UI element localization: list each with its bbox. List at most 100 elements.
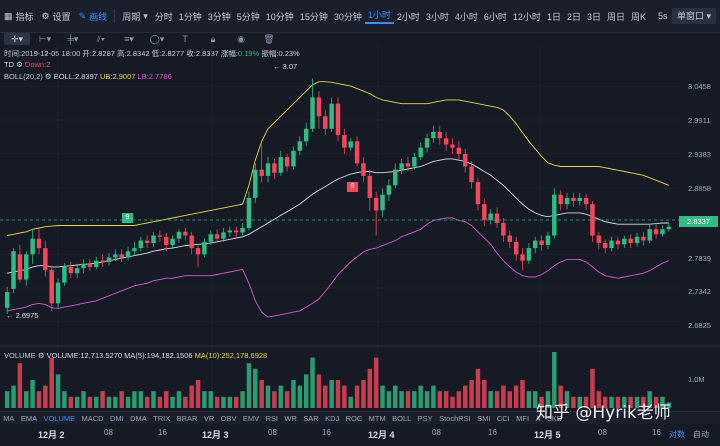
price-tick-label: 3.0458 — [688, 82, 711, 91]
indicator-tab[interactable]: VR — [203, 414, 215, 423]
indicator-tab[interactable]: OBV — [220, 414, 237, 423]
candle-body — [641, 236, 646, 241]
crosshair-icon[interactable]: ✛▾ — [4, 33, 30, 45]
candle-body — [583, 197, 589, 205]
volume-bar — [564, 391, 570, 408]
volume-bar — [246, 363, 252, 408]
volume-bar — [176, 391, 182, 408]
interval-tab[interactable]: 30分钟 — [333, 11, 362, 22]
volume-bar — [195, 380, 201, 408]
price-tick-label: 2.7342 — [688, 287, 711, 296]
candle-body — [227, 230, 233, 233]
boll-mid-line — [7, 158, 669, 274]
candle-body — [475, 182, 481, 205]
indicator-tab[interactable]: DMA — [130, 414, 147, 423]
candlestick-chart[interactable] — [0, 46, 720, 411]
boll-upper-line — [7, 81, 669, 236]
volume-bar — [399, 391, 404, 408]
interval-tab[interactable]: 4小时 — [454, 11, 478, 22]
period-dropdown[interactable]: 周期 ▾ — [122, 10, 148, 22]
candle-body — [424, 138, 430, 148]
indicator-tab[interactable]: KDJ — [325, 414, 340, 423]
candle-body — [431, 131, 436, 139]
text-icon[interactable]: T — [182, 34, 188, 44]
shape-icon[interactable]: ◯▾ — [149, 33, 165, 44]
gear-icon[interactable]: ⚙ — [44, 72, 52, 81]
indicator-tab[interactable]: BRAR — [176, 414, 198, 423]
indicator-tab[interactable]: SMI — [477, 414, 491, 423]
indicator-tab[interactable]: SAR — [303, 414, 319, 423]
indicator-tab[interactable]: MTM — [368, 414, 386, 423]
candle-body — [571, 197, 576, 201]
extra-interval-tab[interactable]: 5s — [658, 11, 668, 21]
indicator-tab[interactable]: EMV — [242, 414, 260, 423]
candle-body — [170, 238, 175, 245]
auto-scale-toggle[interactable]: 自动 — [693, 430, 709, 439]
indicator-tab[interactable]: CCI — [496, 414, 510, 423]
indicator-tab[interactable]: WR — [284, 414, 297, 423]
interval-tab[interactable]: 15分钟 — [299, 11, 328, 22]
window-mode-dropdown[interactable]: 单窗口 ▾ — [671, 8, 716, 24]
interval-tab[interactable]: 2小时 — [396, 11, 420, 22]
eye-icon[interactable]: ◉ — [237, 33, 245, 44]
volume-bar — [94, 396, 99, 408]
indicator-tab[interactable]: RSI — [265, 414, 279, 423]
indicator-tab[interactable]: EMA — [20, 414, 38, 423]
gear-icon[interactable]: ⚙ — [37, 351, 45, 360]
settings-button[interactable]: ⚙ 设置 — [41, 10, 71, 22]
candle-body — [125, 251, 131, 258]
candle-body — [335, 103, 341, 136]
candle-body — [4, 292, 10, 308]
interval-tab[interactable]: 1分钟 — [178, 11, 202, 22]
interval-tab[interactable]: 3小时 — [425, 11, 449, 22]
trash-icon[interactable]: 🗑︎ — [263, 33, 275, 44]
interval-tab[interactable]: 1小时 — [364, 8, 394, 24]
indicator-tab[interactable]: DMI — [109, 414, 124, 423]
volume-bar — [475, 368, 481, 408]
indicator-tab[interactable]: A — [535, 414, 541, 423]
indicator-tab[interactable]: SKD — [546, 414, 563, 423]
indicator-tab[interactable]: VOLUME — [43, 414, 76, 423]
indicator-tab[interactable]: BOLL — [392, 414, 412, 423]
volume-axis-label: 1.0M — [688, 375, 705, 384]
indicator-tab[interactable]: MACD — [81, 414, 104, 423]
interval-tab[interactable]: 周日 — [606, 11, 625, 22]
interval-tab[interactable]: 1日 — [546, 11, 561, 22]
indicator-tab[interactable]: TRIX — [153, 414, 171, 423]
candle-body — [246, 197, 252, 228]
high-marker: ← 3.07 — [273, 62, 298, 71]
indicator-button[interactable]: ▦ 指标 — [4, 10, 34, 22]
price-tick-label: 2.9383 — [688, 150, 711, 159]
volume-bar — [577, 396, 582, 408]
indicator-tab[interactable]: MFI — [516, 414, 530, 423]
indicator-tab[interactable]: ROC — [345, 414, 363, 423]
lock-icon[interactable]: 🔒︎ — [210, 33, 216, 44]
interval-tab[interactable]: 12小时 — [512, 11, 541, 22]
interval-tab[interactable]: 2日 — [566, 11, 581, 22]
candle-body — [329, 103, 334, 129]
horizontal-line-icon[interactable]: ╪▾ — [67, 33, 79, 44]
volume-bar — [55, 374, 61, 408]
interval-tab[interactable]: 3分钟 — [207, 11, 231, 22]
indicator-tab[interactable]: StochRSI — [439, 414, 471, 423]
interval-tab[interactable]: 5分钟 — [236, 11, 260, 22]
date-tick-label: 16 — [488, 428, 497, 437]
channel-icon[interactable]: ⫽▾ — [96, 33, 106, 44]
line-segment-icon[interactable]: ⊢▾ — [38, 33, 52, 44]
gear-icon[interactable]: ⚙ — [16, 60, 23, 69]
draw-line-button[interactable]: ✎ 画线 — [78, 10, 108, 22]
volume-bar — [494, 391, 500, 408]
interval-tab[interactable]: 10分钟 — [265, 11, 294, 22]
interval-tab[interactable]: 3日 — [586, 11, 601, 22]
interval-tab[interactable]: 6小时 — [483, 11, 507, 22]
indicator-tab[interactable]: PSY — [417, 414, 433, 423]
interval-tab[interactable]: 周K — [631, 11, 647, 22]
log-scale-toggle[interactable]: 对数 — [669, 430, 685, 439]
candle-body — [17, 254, 23, 280]
volume-bar — [265, 385, 271, 408]
fibonacci-icon[interactable]: ≡▾ — [124, 33, 134, 44]
candle-body — [532, 240, 538, 249]
interval-tab[interactable]: 分时 — [154, 11, 173, 22]
candle-body — [539, 240, 544, 245]
indicator-tab[interactable]: MA — [3, 414, 15, 423]
